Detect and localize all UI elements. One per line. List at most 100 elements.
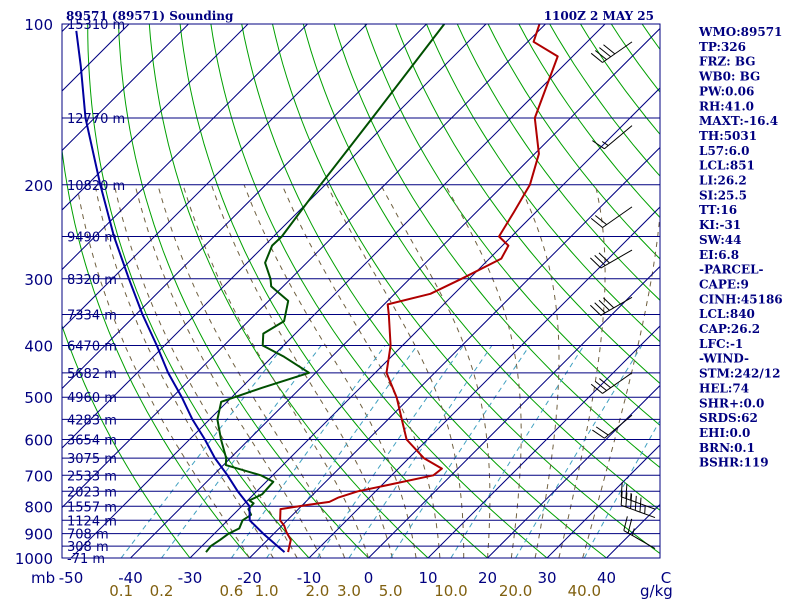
dry-adiabat xyxy=(62,324,191,558)
temperature-tick-label: 10 xyxy=(418,569,437,587)
sounding-index-item: CAPE:9 xyxy=(699,277,749,291)
pressure-tick-label: 600 xyxy=(24,432,53,450)
moist-adiabat xyxy=(444,184,522,558)
height-label: 3075 m xyxy=(67,452,117,467)
mixing-ratio-line xyxy=(450,345,585,558)
mixing-ratio-line xyxy=(348,345,493,558)
sounding-index-item: MAXT:-16.4 xyxy=(699,114,778,128)
sounding-index-item: WB0: BG xyxy=(698,70,760,84)
height-label: 3654 m xyxy=(67,434,117,449)
dry-adiabat xyxy=(487,24,660,260)
height-label: 6470 m xyxy=(67,340,117,355)
sounding-time: 1100Z 2 MAY 25 xyxy=(544,9,654,23)
sounding-index-item: TT:16 xyxy=(699,203,737,217)
dry-adiabat xyxy=(148,24,429,558)
dry-adiabat xyxy=(395,24,660,385)
sounding-index-item: LI:26.2 xyxy=(699,174,747,188)
isotherm xyxy=(62,24,308,271)
height-label: 2533 m xyxy=(67,469,117,484)
dry-adiabat xyxy=(210,24,548,558)
temperature-tick-label: -40 xyxy=(118,569,143,587)
wind-barbs xyxy=(590,41,656,549)
dry-adiabat xyxy=(580,24,660,136)
mixing-ratio-tick-label: 0.6 xyxy=(219,582,243,600)
wind-barb xyxy=(620,490,656,519)
plot-frame xyxy=(61,23,661,559)
sounding-index-item: LCL:851 xyxy=(699,159,755,173)
isotherm xyxy=(130,27,660,558)
isotherm xyxy=(62,24,427,390)
height-label: 2023 m xyxy=(67,485,117,500)
sounding-index-item: WMO:89571 xyxy=(698,25,782,39)
sounding-index-item: L57:6.0 xyxy=(699,144,749,158)
sounding-index-item: -PARCEL- xyxy=(699,263,764,277)
isotherm xyxy=(487,384,660,558)
sounding-index-item: BRN:0.1 xyxy=(699,441,755,455)
height-label: 9490 m xyxy=(67,230,117,245)
dewpoint-trace xyxy=(205,24,446,553)
height-label: 708 m xyxy=(67,528,109,543)
dry-adiabat xyxy=(62,145,250,558)
sounding-index-item: EI:6.8 xyxy=(699,248,739,262)
mixing-ratio-tick-label: 10.0 xyxy=(434,582,467,600)
sounding-index-item: -WIND- xyxy=(699,352,749,366)
mixing-ratio-line xyxy=(390,345,531,558)
moist-adiabat xyxy=(211,184,393,558)
isotherm xyxy=(427,325,660,558)
isotherm xyxy=(62,24,249,211)
dry-adiabat xyxy=(179,24,488,558)
isotherm xyxy=(368,265,660,558)
pressure-tick-label: 200 xyxy=(24,177,53,195)
sounding-index-item: SW:44 xyxy=(699,233,741,247)
sounding-index-item: TH:5031 xyxy=(699,129,757,143)
isotherm xyxy=(62,24,368,330)
wind-barb xyxy=(623,516,656,549)
height-label: 4283 m xyxy=(67,413,117,428)
sounding-index-item: FRZ: BG xyxy=(699,55,755,69)
height-label: 8320 m xyxy=(67,273,117,288)
mixing-ratio-tick-label: 0.1 xyxy=(109,582,133,600)
height-label: 7334 m xyxy=(67,309,117,324)
dry-adiabat xyxy=(118,24,369,558)
dry-adiabat xyxy=(518,24,660,219)
wind-barb xyxy=(590,296,633,316)
height-label: 5682 m xyxy=(67,367,117,382)
mixing-ratio-tick-label: 20.0 xyxy=(499,582,532,600)
isotherm xyxy=(62,24,189,152)
mixing-ratio-line xyxy=(515,345,643,558)
height-label: 1124 m xyxy=(67,514,117,529)
height-label: 10820 m xyxy=(67,179,125,194)
sounding-index-item: SRDS:62 xyxy=(699,411,758,425)
mixing-ratio-tick-label: 3.0 xyxy=(337,582,361,600)
sounding-index-item: BSHR:119 xyxy=(699,456,769,470)
moist-adiabat xyxy=(157,184,346,558)
temperature-tick-label: -10 xyxy=(297,569,322,587)
dry-adiabat xyxy=(302,24,660,511)
moist-adiabat xyxy=(380,184,491,558)
temperature-tick-label: 40 xyxy=(597,569,616,587)
sounding-index-item: EHI:0.0 xyxy=(699,426,750,440)
temperature-tick-label: 30 xyxy=(537,569,556,587)
grid-lines xyxy=(0,24,800,558)
wind-barb xyxy=(592,414,633,439)
isotherm xyxy=(0,24,10,558)
height-label: 4960 m xyxy=(67,391,117,406)
mixing-ratio-line xyxy=(120,345,285,558)
dry-adiabat xyxy=(765,24,800,558)
dry-adiabat xyxy=(272,24,660,555)
isotherm xyxy=(546,444,660,558)
sounding-traces xyxy=(75,24,559,553)
parcel-trace xyxy=(75,30,286,553)
mixing-ratio-line xyxy=(266,345,418,558)
pressure-tick-label: 800 xyxy=(24,498,53,516)
mixing-ratio-line xyxy=(583,419,660,558)
dry-adiabat xyxy=(333,24,660,469)
isotherm xyxy=(189,87,660,558)
sounding-index-item: CAP:26.2 xyxy=(699,322,760,336)
temperature-tick-label: 20 xyxy=(478,569,497,587)
temperature-trace xyxy=(279,24,559,553)
mixing-ratio-line xyxy=(316,345,464,558)
wind-barb xyxy=(590,249,633,269)
